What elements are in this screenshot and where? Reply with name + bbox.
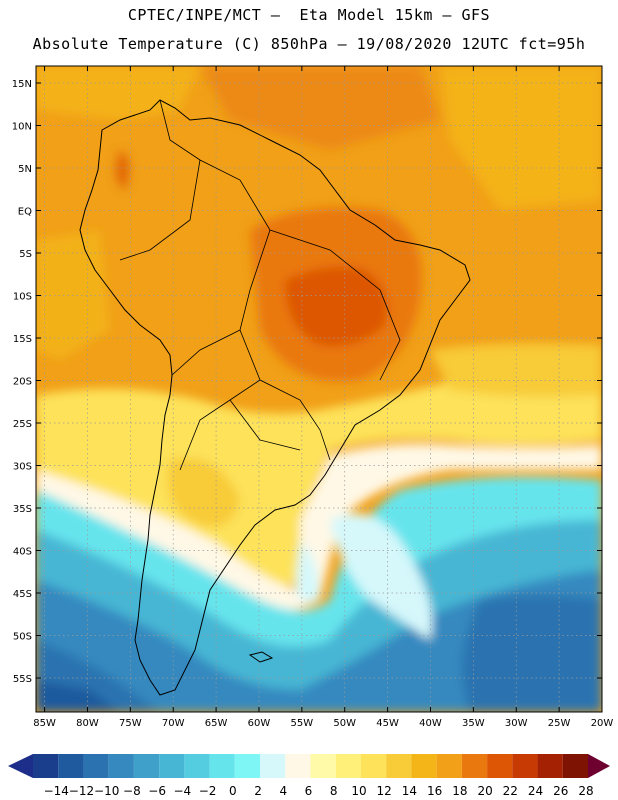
region-subtropical-band [36,365,602,587]
colorbar-swatch [260,754,286,778]
colorbar-label: −12 [69,784,94,798]
lat-label: 55S [13,674,32,685]
lat-label: 15S [13,334,32,345]
colorbar: −14 −12 −10 −8 −6 −4 −2 0 2 4 6 8 10 12 14 16 18 20 22 24 26… [8,754,610,798]
colorbar-label: 10 [351,784,366,798]
lat-label: 15N [12,79,32,90]
country-borders [119,99,401,471]
colorbar-label: 6 [305,784,313,798]
colorbar-swatch [386,754,412,778]
axis-ticks [36,66,603,712]
colorbar-swatch [234,754,261,778]
lat-label: 20S [13,377,32,388]
temperature-field [36,66,602,712]
colorbar-arrow-left [8,754,33,778]
lon-label: 25W [548,718,571,729]
lon-label: 35W [462,718,485,729]
colorbar-swatch [461,754,488,778]
colorbar-swatch [133,754,160,778]
colorbar-label: 8 [330,784,338,798]
colorbar-arrow-right [588,754,610,778]
colorbar-swatch [33,754,59,778]
lat-label: 25S [13,419,32,430]
colorbar-label: −14 [44,784,69,798]
lon-label: 65W [205,718,228,729]
colorbar-label: 22 [503,784,518,798]
lat-label: 5S [19,249,32,260]
lat-label: 45S [13,589,32,600]
lat-label: 40S [13,547,32,558]
colorbar-swatch [285,754,311,778]
lon-label: 80W [76,718,99,729]
colorbar-label: −8 [123,784,141,798]
title-line-1: CPTEC/INPE/MCT – Eta Model 15km – GFS [127,6,491,24]
colorbar-label: 20 [477,784,492,798]
lat-label: 10S [13,292,32,303]
colorbar-swatch [159,754,185,778]
colorbar-label: 2 [254,784,262,798]
colorbar-swatch [411,754,437,778]
colorbar-label: −10 [94,784,119,798]
colorbar-swatch [108,754,134,778]
lat-label: 50S [13,632,32,643]
lon-label: 55W [291,718,314,729]
colorbar-label: 24 [528,784,543,798]
lat-label: 10N [12,122,32,133]
colorbar-label: −4 [174,784,192,798]
colorbar-swatch [58,754,84,778]
map-frame [35,65,603,713]
lon-label: 20W [591,718,614,729]
colorbar-label: 12 [377,784,392,798]
colorbar-label: 26 [553,784,568,798]
title-line-2: Absolute Temperature (C) 850hPa – 19/08/… [32,35,586,53]
lon-label: 45W [376,718,399,729]
lon-label: 60W [248,718,271,729]
region-cool-transition [36,443,602,610]
colorbar-label: 14 [402,784,417,798]
lat-label: EQ [18,207,32,218]
colorbar-swatch [562,754,588,778]
lat-label: 30S [13,462,32,473]
colorbar-swatch [310,754,336,778]
colorbar-swatch [360,754,387,778]
lon-label: 40W [419,718,442,729]
colorbar-swatch [209,754,235,778]
colorbar-swatch [436,754,462,778]
colorbar-label: −6 [148,784,166,798]
colorbar-swatch [335,754,361,778]
region-hot-core [285,266,388,346]
longitude-labels: 85W 80W 75W 70W 65W 60W 55W 50W 45W 40W 35W 30W 25W 2… [33,718,613,729]
colorbar-label: 28 [578,784,593,798]
lat-label: 5N [18,164,32,175]
lon-label: 70W [162,718,185,729]
colorbar-swatch [83,754,109,778]
falkland-islands [248,651,274,663]
colorbar-label: 18 [452,784,467,798]
colorbar-swatch [537,754,563,778]
latitude-labels: 15N 10N 5N EQ 5S 10S 15S 20S 25S 30S 35S 40S 45S 50S 5… [12,79,32,685]
coastline [79,99,471,696]
colorbar-label: 0 [229,784,237,798]
lon-label: 50W [333,718,356,729]
colorbar-label: 4 [279,784,287,798]
colorbar-swatch [184,754,210,778]
lat-label: 35S [13,504,32,515]
colorbar-swatch [487,754,513,778]
lon-label: 85W [33,718,56,729]
region-cold-southern-ocean [36,570,602,712]
colorbar-swatch [512,754,538,778]
lon-label: 30W [505,718,528,729]
colorbar-label: −2 [199,784,217,798]
colorbar-label: 16 [427,784,442,798]
lon-label: 75W [119,718,142,729]
